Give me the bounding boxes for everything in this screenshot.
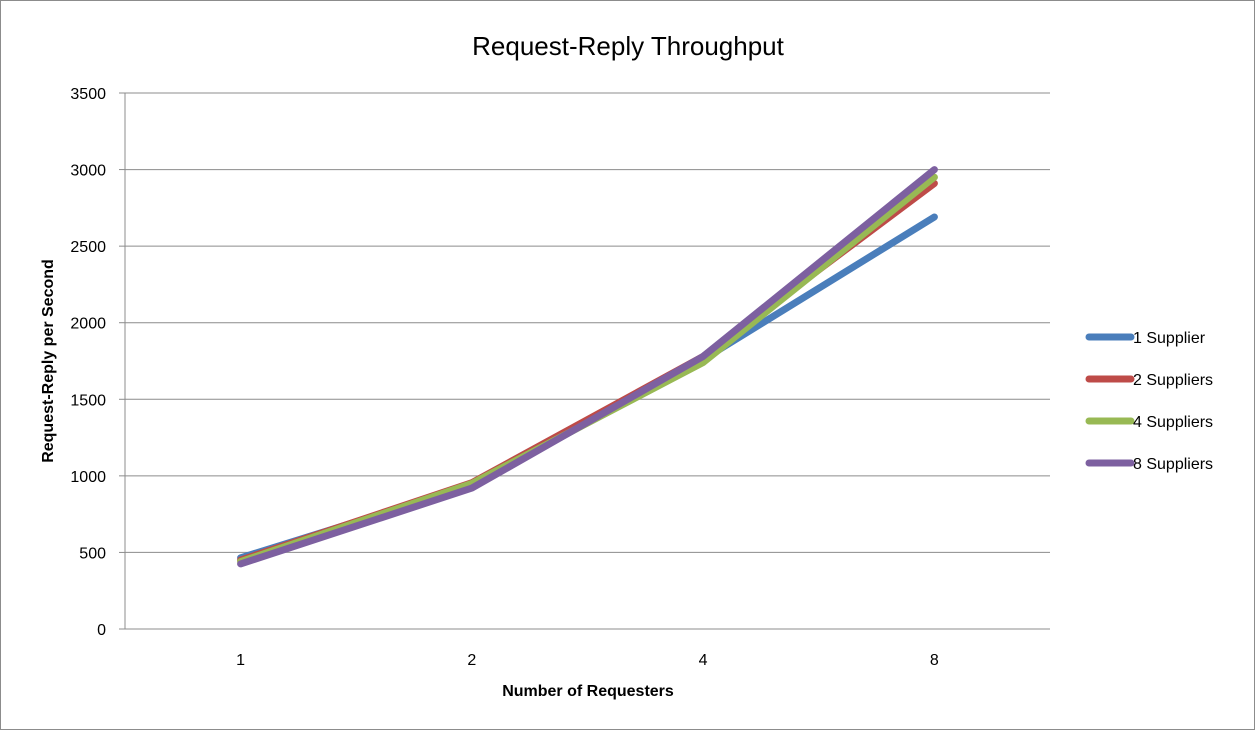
y-tick-label: 0 [97, 622, 106, 639]
y-axis-title: Request-Reply per Second [40, 259, 57, 463]
y-tick-label: 2000 [70, 316, 106, 333]
y-tick-label: 500 [79, 545, 106, 562]
series-lines [237, 166, 938, 568]
legend: 1 Supplier 2 Suppliers 4 Suppliers 8 Suppli… [1085, 330, 1213, 473]
legend-item: 2 Suppliers [1085, 372, 1213, 389]
legend-label: 8 Suppliers [1133, 456, 1213, 473]
y-tick-label: 2500 [70, 239, 106, 256]
x-tick-label: 1 [236, 652, 245, 669]
x-axis-ticks: 1 2 4 8 [236, 652, 939, 669]
x-axis-title: Number of Requesters [502, 683, 674, 700]
x-tick-label: 8 [930, 652, 939, 669]
legend-label: 4 Suppliers [1133, 414, 1213, 431]
legend-item: 4 Suppliers [1085, 414, 1213, 431]
y-tick-label: 3500 [70, 86, 106, 103]
legend-label: 1 Supplier [1133, 330, 1206, 347]
y-tick-label: 1000 [70, 469, 106, 486]
legend-item: 1 Supplier [1085, 330, 1206, 347]
y-tick-label: 1500 [70, 392, 106, 409]
series-line-1 [237, 213, 938, 562]
legend-label: 2 Suppliers [1133, 372, 1213, 389]
x-tick-label: 4 [699, 652, 708, 669]
y-tick-label: 3000 [70, 163, 106, 180]
series-line-4 [237, 166, 938, 568]
series-line-3 [237, 173, 938, 566]
chart-title: Request-Reply Throughput [472, 31, 784, 61]
series-line-2 [237, 179, 938, 564]
x-tick-label: 2 [467, 652, 476, 669]
legend-item: 8 Suppliers [1085, 456, 1213, 473]
y-axis-ticks: 0 500 1000 1500 2000 2500 3000 3500 [70, 86, 125, 639]
